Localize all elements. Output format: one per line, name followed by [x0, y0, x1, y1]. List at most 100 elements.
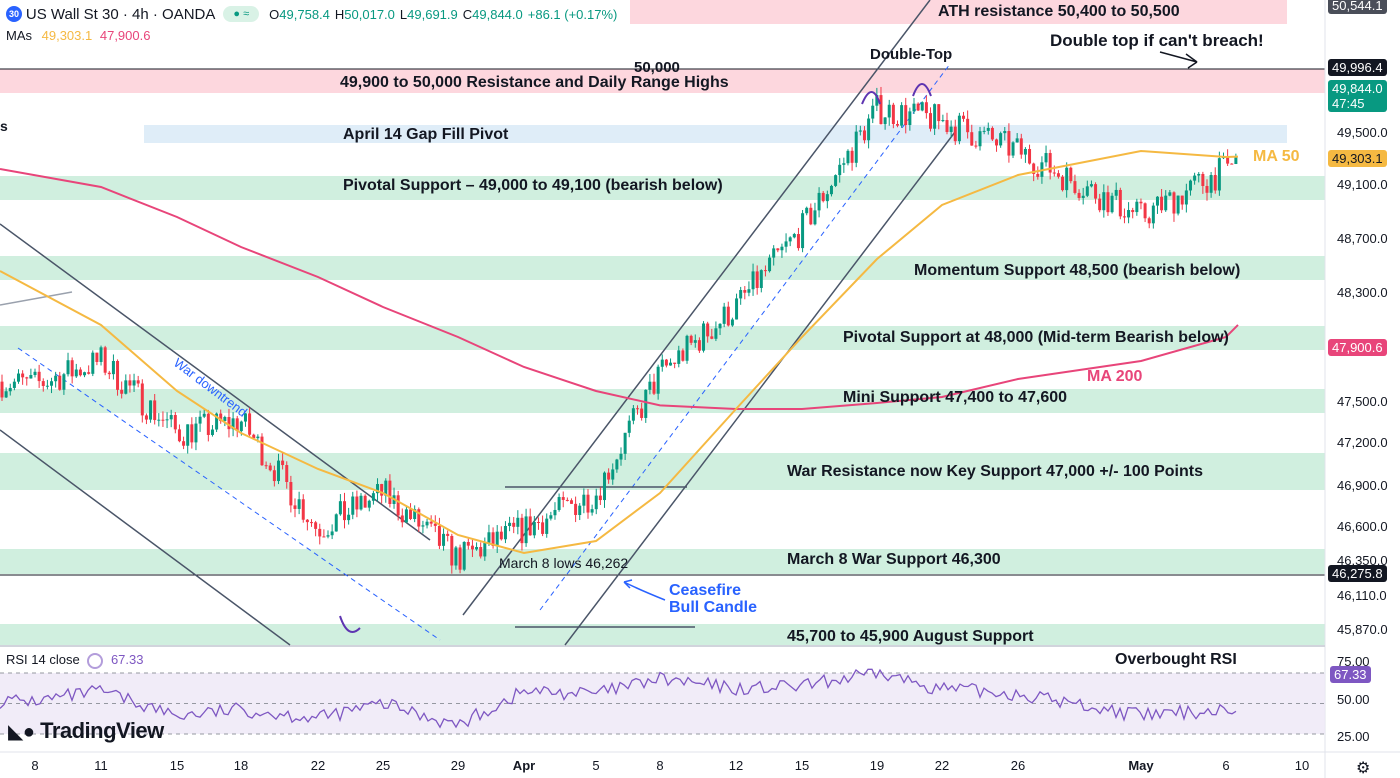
rsi-layer: [0, 668, 1325, 735]
candle-body: [1127, 210, 1131, 218]
candle-body: [986, 127, 990, 131]
candle-body: [499, 531, 503, 540]
candle-body: [735, 298, 739, 320]
candle-body: [788, 237, 792, 242]
candle-body: [545, 518, 549, 534]
candle-body: [883, 117, 887, 125]
price-badge-ma50: 49,303.1: [1328, 150, 1387, 167]
symbol-badge: 30: [6, 6, 22, 23]
candle-body: [656, 366, 660, 394]
candle-body: [743, 290, 747, 293]
mas-label: MAs: [6, 28, 32, 43]
candle-body: [677, 350, 681, 364]
zone-label: War Resistance now Key Support 47,000 +/…: [787, 463, 1203, 480]
market-status-icon[interactable]: ● ≈: [223, 6, 260, 23]
candle-body: [1015, 138, 1019, 143]
candle-body: [41, 381, 45, 386]
candle-body: [962, 115, 966, 119]
candle-body: [520, 517, 524, 544]
time-tick-label: 22: [310, 758, 326, 773]
candle-body: [1011, 142, 1015, 156]
candle-body: [409, 509, 413, 520]
rsi-legend-value: 67.33: [110, 652, 144, 667]
candle-body: [1184, 190, 1188, 205]
candle-body: [970, 132, 974, 146]
ohlc-key: H: [334, 6, 345, 22]
ohlc-value: +86.1 (+0.17%): [527, 6, 618, 22]
candle-body: [821, 192, 825, 202]
price-tick-label: 47,200.0: [1337, 435, 1388, 450]
candle-body: [1118, 189, 1122, 217]
candle-body: [966, 118, 970, 133]
candle-body: [305, 519, 309, 523]
candle-body: [458, 547, 462, 570]
candle-body: [1201, 173, 1205, 186]
candle-body: [776, 248, 780, 251]
candle-body: [215, 413, 219, 430]
candle-body: [995, 139, 999, 146]
time-tick-label: 12: [728, 758, 744, 773]
candle-body: [120, 389, 124, 394]
candle-body: [702, 323, 706, 351]
rsi-settings-icon[interactable]: [87, 652, 104, 669]
candle-body: [834, 175, 838, 186]
candle-layer: [0, 86, 1238, 574]
partial-label: s: [0, 118, 8, 134]
ohlc-readout: O49,758.4 H50,017.0 L49,691.9 C49,844.0 +86.…: [269, 7, 622, 22]
candle-body: [619, 453, 623, 460]
tradingview-logo[interactable]: ◣● TradingView: [8, 718, 164, 744]
price-badge-value: 49,303.1: [1332, 151, 1383, 166]
label-overbought-rsi: Overbought RSI: [1115, 651, 1237, 668]
price-badge-black: 46,275.8: [1328, 565, 1387, 582]
zone-green: [0, 624, 1325, 645]
time-tick-label: 18: [233, 758, 249, 773]
candle-body: [607, 472, 611, 480]
candle-body: [37, 371, 41, 382]
candle-body: [1077, 192, 1081, 198]
candle-body: [231, 418, 235, 430]
rsi-legend[interactable]: RSI 14 close 67.33: [6, 652, 144, 669]
candle-body: [1044, 153, 1048, 163]
price-badge-dark: 50,544.1: [1328, 0, 1387, 14]
war-downtrend-upper: [0, 223, 431, 541]
candle-body: [281, 460, 285, 466]
zone-label: April 14 Gap Fill Pivot: [343, 126, 509, 143]
candle-body: [829, 185, 833, 195]
candle-body: [503, 526, 507, 540]
candle-body: [173, 415, 177, 430]
settings-gear-icon[interactable]: ⚙: [1356, 760, 1371, 777]
candle-body: [726, 306, 730, 326]
ma-legend[interactable]: MAs 49,303.1 47,900.6: [6, 28, 150, 43]
tradingview-logo-icon: ◣●: [8, 721, 35, 743]
candle-body: [1217, 158, 1221, 191]
candle-body: [380, 484, 384, 496]
time-tick-label: May: [1128, 758, 1154, 773]
symbol-legend[interactable]: 30 US Wall St 30 · 4h · OANDA ● ≈ O49,75…: [6, 5, 622, 23]
candle-body: [768, 257, 772, 272]
time-tick-label: 6: [1222, 758, 1230, 773]
candle-body: [536, 521, 540, 523]
ma200-line: [0, 168, 1239, 410]
candle-body: [25, 377, 29, 379]
downtrend-mid-dashed: [17, 347, 441, 641]
candle-body: [1139, 201, 1143, 204]
candle-body: [1230, 163, 1234, 165]
candle-body: [569, 500, 573, 504]
price-tick-label: 45,870.0: [1337, 622, 1388, 637]
candle-body: [1151, 205, 1155, 224]
candle-body: [1209, 174, 1213, 193]
candle-body: [66, 360, 70, 375]
candle-body: [982, 130, 986, 132]
label-50000: 50,000: [634, 59, 680, 76]
candle-body: [128, 380, 132, 386]
candle-body: [524, 516, 528, 544]
candle-body: [796, 234, 800, 249]
candle-body: [945, 120, 949, 132]
candle-body: [177, 429, 181, 442]
candle-body: [895, 124, 899, 126]
candle-body: [70, 360, 74, 377]
candle-body: [805, 207, 809, 214]
bottom-arc: [339, 615, 361, 633]
candle-body: [1003, 131, 1007, 134]
